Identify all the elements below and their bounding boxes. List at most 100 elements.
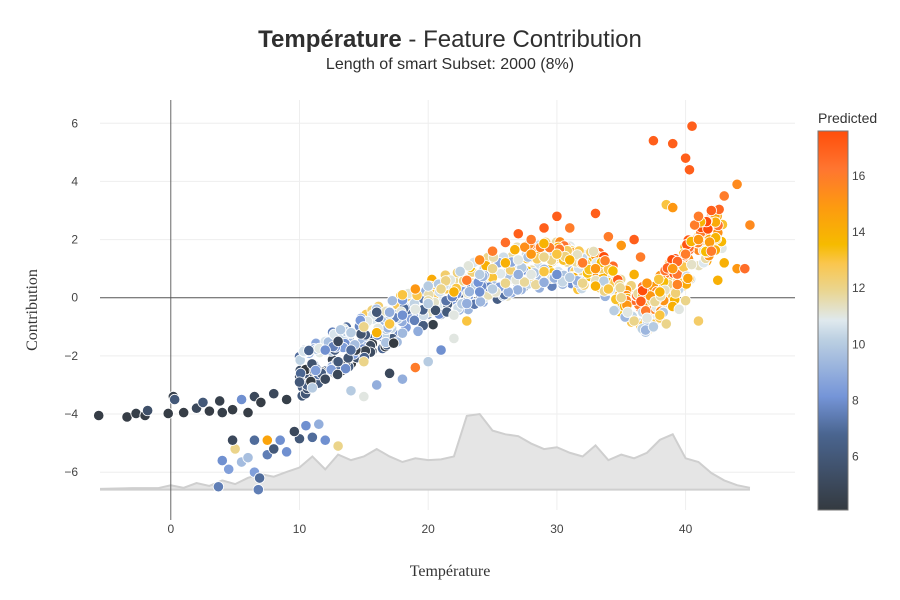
data-point[interactable] [248, 434, 261, 446]
data-point[interactable] [499, 257, 512, 269]
data-point[interactable] [142, 404, 154, 417]
data-point[interactable] [525, 233, 537, 246]
data-point[interactable] [223, 463, 235, 475]
data-point[interactable] [169, 393, 181, 406]
data-point[interactable] [705, 245, 717, 257]
data-point[interactable] [509, 244, 521, 256]
data-point[interactable] [628, 315, 640, 327]
data-point[interactable] [261, 434, 273, 446]
data-point[interactable] [538, 222, 550, 234]
data-point[interactable] [226, 434, 239, 446]
data-point[interactable] [705, 204, 717, 217]
data-point[interactable] [718, 257, 730, 269]
data-point[interactable] [253, 472, 266, 484]
data-point[interactable] [331, 368, 344, 381]
data-point[interactable] [252, 484, 264, 496]
data-point[interactable] [686, 120, 698, 132]
data-point[interactable] [212, 481, 225, 493]
data-point[interactable] [589, 263, 602, 275]
data-point[interactable] [461, 297, 473, 310]
data-point[interactable] [599, 255, 611, 267]
data-point[interactable] [525, 248, 537, 260]
data-point[interactable] [499, 277, 512, 289]
data-point[interactable] [319, 434, 331, 446]
data-point[interactable] [313, 418, 325, 430]
data-point[interactable] [162, 407, 174, 420]
data-point[interactable] [538, 265, 550, 278]
data-point[interactable] [602, 283, 614, 295]
data-point[interactable] [538, 276, 550, 288]
data-point[interactable] [683, 164, 696, 176]
data-point[interactable] [386, 295, 398, 307]
data-point[interactable] [680, 152, 692, 164]
data-point[interactable] [577, 257, 589, 269]
data-point[interactable] [303, 344, 315, 357]
data-point[interactable] [435, 344, 447, 356]
data-point[interactable] [422, 297, 434, 310]
data-point[interactable] [614, 282, 626, 294]
data-point[interactable] [538, 251, 550, 263]
data-point[interactable] [589, 280, 602, 292]
data-point[interactable] [332, 356, 344, 368]
data-point[interactable] [744, 219, 756, 231]
data-point[interactable] [499, 236, 512, 249]
data-point[interactable] [712, 274, 724, 286]
data-point[interactable] [422, 280, 434, 292]
data-point[interactable] [288, 425, 300, 438]
data-point[interactable] [692, 210, 705, 222]
data-point[interactable] [615, 239, 627, 251]
data-point[interactable] [660, 318, 672, 330]
data-point[interactable] [216, 406, 228, 419]
data-point[interactable] [667, 138, 679, 150]
data-point[interactable] [203, 405, 215, 417]
data-point[interactable] [703, 236, 716, 248]
data-point[interactable] [268, 443, 280, 455]
data-point[interactable] [388, 337, 400, 349]
data-point[interactable] [462, 260, 474, 272]
data-point[interactable] [371, 379, 383, 391]
data-point[interactable] [587, 245, 600, 257]
data-point[interactable] [339, 363, 352, 375]
data-point[interactable] [306, 382, 318, 394]
data-point[interactable] [383, 306, 396, 318]
data-point[interactable] [682, 272, 694, 284]
data-point[interactable] [739, 263, 751, 275]
data-point[interactable] [673, 303, 685, 315]
data-point[interactable] [358, 321, 370, 333]
data-point[interactable] [686, 259, 698, 271]
data-point[interactable] [130, 407, 142, 420]
data-point[interactable] [345, 344, 357, 356]
data-point[interactable] [474, 268, 486, 281]
data-point[interactable] [235, 393, 248, 406]
data-point[interactable] [647, 135, 660, 147]
data-point[interactable] [371, 306, 383, 318]
data-point[interactable] [692, 315, 705, 327]
data-point[interactable] [178, 406, 190, 419]
data-point[interactable] [564, 254, 576, 266]
data-point[interactable] [332, 440, 344, 452]
data-point[interactable] [345, 327, 357, 339]
data-point[interactable] [383, 367, 396, 379]
data-point[interactable] [608, 305, 620, 317]
data-point[interactable] [293, 376, 306, 388]
data-point[interactable] [602, 231, 614, 243]
data-point[interactable] [551, 248, 563, 260]
data-point[interactable] [628, 268, 640, 281]
data-point[interactable] [310, 364, 322, 377]
data-point[interactable] [461, 274, 473, 286]
data-point[interactable] [396, 289, 409, 301]
data-point[interactable] [409, 283, 421, 295]
data-point[interactable] [628, 233, 640, 246]
data-point[interactable] [731, 178, 743, 190]
data-point[interactable] [615, 292, 627, 304]
data-point[interactable] [448, 286, 460, 298]
data-point[interactable] [214, 395, 226, 407]
data-point[interactable] [319, 344, 331, 356]
data-point[interactable] [345, 385, 357, 397]
data-point[interactable] [474, 296, 487, 308]
data-point[interactable] [474, 254, 486, 266]
data-point[interactable] [564, 271, 576, 283]
data-point[interactable] [197, 396, 209, 409]
data-point[interactable] [641, 277, 653, 289]
